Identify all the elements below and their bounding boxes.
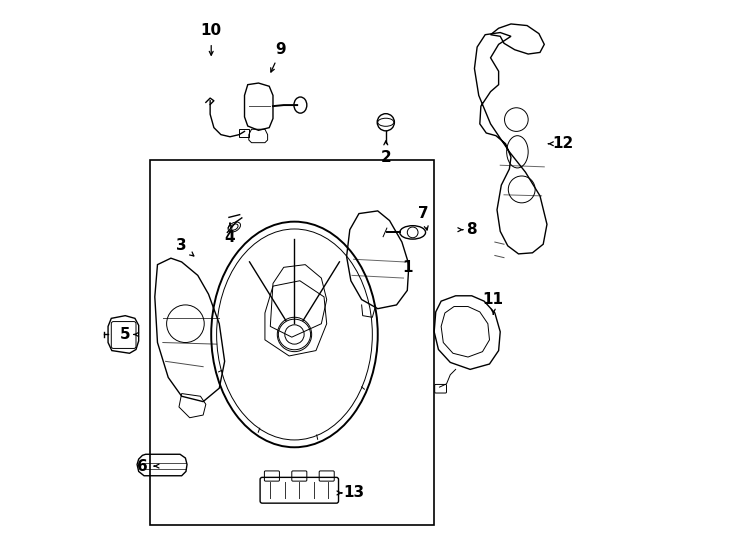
Text: 3: 3 <box>176 238 187 253</box>
Bar <box>150 160 434 525</box>
Text: 2: 2 <box>380 150 391 165</box>
Text: 13: 13 <box>343 485 364 501</box>
Text: 4: 4 <box>225 230 236 245</box>
Text: 8: 8 <box>466 222 477 237</box>
Text: 9: 9 <box>276 42 286 57</box>
Text: 12: 12 <box>553 136 574 151</box>
Text: 7: 7 <box>418 206 429 221</box>
Text: 6: 6 <box>137 458 148 474</box>
Text: 10: 10 <box>200 23 222 38</box>
Text: 11: 11 <box>483 292 504 307</box>
Text: 5: 5 <box>120 327 131 342</box>
Text: 1: 1 <box>402 260 413 275</box>
